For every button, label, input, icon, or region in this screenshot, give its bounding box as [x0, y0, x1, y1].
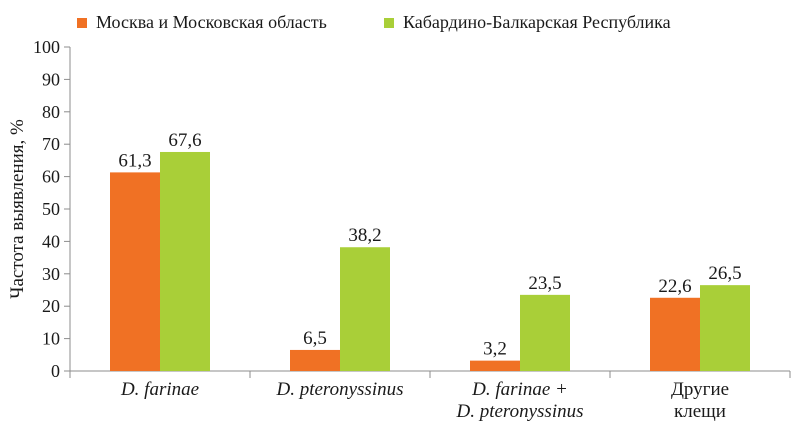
y-axis-title: Частота выявления, % [7, 119, 28, 299]
x-category-label-line: клещи [674, 401, 726, 422]
legend: Москва и Московская область Кабардино-Бал… [77, 12, 671, 32]
x-category-label-line: D. pteronyssinus [275, 379, 403, 400]
data-label-series1-cat0: 67,6 [168, 130, 201, 151]
bar-series1-cat0 [160, 151, 210, 371]
data-label-series1-cat1: 38,2 [348, 225, 381, 246]
x-category-label-2: D. farinae + D. pteronyssinus [455, 379, 583, 422]
x-category-label-line: D. farinae [120, 379, 199, 400]
y-tick-label: 10 [42, 329, 60, 349]
y-tick-label: 0 [51, 361, 60, 381]
legend-item-1: Кабардино-Балкарская Республика [384, 12, 671, 32]
y-tick-label: 60 [42, 167, 60, 187]
y-tick-label: 70 [42, 134, 60, 154]
x-category-label-line: D. pteronyssinus [455, 401, 583, 422]
data-label-series0-cat0: 61,3 [118, 150, 151, 171]
y-axis-title-group: Частота выявления, % [7, 119, 28, 299]
bar-series0-cat0 [110, 172, 160, 371]
y-tick-label: 20 [42, 296, 60, 316]
legend-label-0: Москва и Московская область [96, 12, 327, 32]
bar-series1-cat1 [340, 247, 390, 371]
legend-swatch-0 [77, 18, 87, 28]
x-category-label-line: D. farinae + [471, 379, 568, 400]
x-category-label-1: D. pteronyssinus [275, 379, 403, 400]
data-label-series0-cat2: 3,2 [483, 339, 507, 360]
y-tick-label: 40 [42, 231, 60, 251]
bar-series0-cat1 [290, 349, 340, 371]
data-label-series0-cat3: 22,6 [658, 276, 691, 297]
y-tick-label: 100 [33, 37, 60, 57]
bars [110, 151, 750, 371]
x-category-label-line: Другие [671, 379, 729, 400]
y-tick-label: 30 [42, 264, 60, 284]
data-labels: 61,3 67,6 6,5 38,2 3,2 23,5 22,6 26,5 [118, 130, 741, 360]
data-label-series1-cat3: 26,5 [708, 263, 741, 284]
y-tick-label: 80 [42, 102, 60, 122]
axes: 0 10 20 30 40 50 60 70 80 90 100 D. farinae D. ptero… [33, 37, 791, 422]
y-tick-label: 50 [42, 199, 60, 219]
data-label-series1-cat2: 23,5 [528, 273, 561, 294]
bar-series1-cat2 [520, 294, 570, 371]
legend-item-0: Москва и Московская область [77, 12, 327, 32]
x-category-label-3: Другие клещи [671, 379, 729, 422]
y-tick-label: 90 [42, 69, 60, 89]
bar-series1-cat3 [700, 285, 750, 371]
bar-series0-cat3 [650, 297, 700, 371]
bar-series0-cat2 [470, 360, 520, 371]
legend-label-1: Кабардино-Балкарская Республика [403, 12, 671, 32]
legend-swatch-1 [384, 18, 394, 28]
x-category-label-0: D. farinae [120, 379, 199, 400]
data-label-series0-cat1: 6,5 [303, 328, 327, 349]
